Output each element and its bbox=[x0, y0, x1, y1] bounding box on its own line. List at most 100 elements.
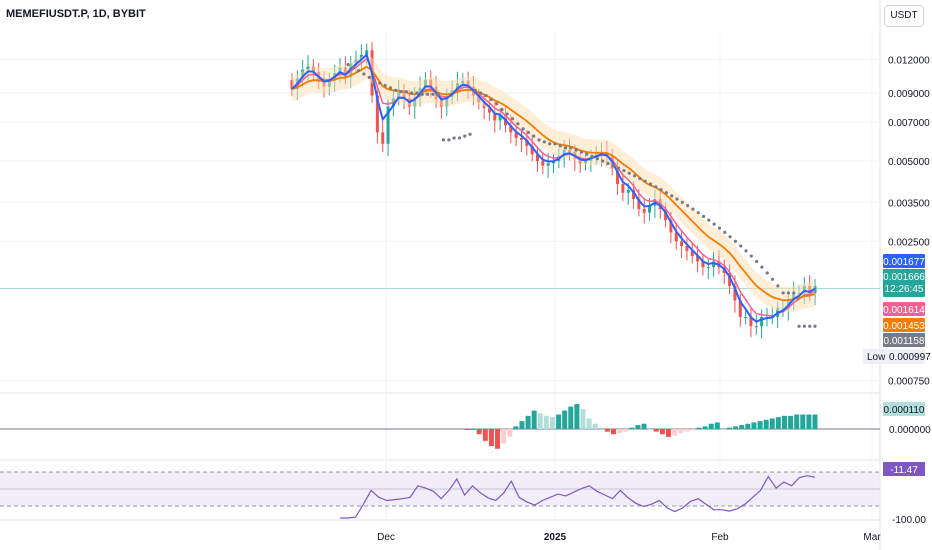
macd-bar bbox=[495, 429, 501, 449]
sar-dot bbox=[813, 324, 817, 328]
price-scale-label: 0.007000 bbox=[888, 118, 930, 129]
sar-dot bbox=[802, 324, 806, 328]
sar-dot bbox=[648, 182, 653, 186]
macd-bar bbox=[775, 417, 781, 429]
sar-dot bbox=[590, 154, 594, 159]
macd-bar bbox=[476, 429, 482, 435]
macd-bar bbox=[739, 425, 745, 429]
sar-dot bbox=[792, 291, 796, 295]
macd-bar bbox=[482, 429, 488, 441]
macd-bar bbox=[727, 427, 733, 429]
sar-dot bbox=[664, 191, 669, 195]
macd-bar bbox=[531, 410, 537, 429]
macd-bar bbox=[537, 413, 543, 429]
macd-bar bbox=[647, 429, 653, 430]
macd-bar bbox=[556, 414, 562, 429]
rsi-line bbox=[340, 475, 816, 519]
candle-body bbox=[685, 245, 689, 251]
macd-bar bbox=[751, 422, 757, 429]
candle-body bbox=[498, 115, 502, 121]
macd-bar bbox=[629, 427, 635, 429]
sar-dot bbox=[744, 249, 748, 253]
orange-ma-line bbox=[291, 65, 816, 302]
macd-bar bbox=[513, 426, 519, 429]
candle-body bbox=[701, 261, 705, 268]
price-scale-label: 0.003500 bbox=[888, 198, 930, 209]
macd-bar bbox=[714, 422, 720, 429]
time-axis-label: Mar bbox=[863, 532, 881, 543]
blue-price-tag-text: 0.001677 bbox=[883, 257, 925, 268]
sar-dot bbox=[404, 90, 408, 94]
currency-selector[interactable]: USDT bbox=[884, 5, 924, 27]
macd-tag-bg bbox=[883, 402, 925, 416]
macd-bar bbox=[470, 429, 476, 430]
macd-bar bbox=[519, 421, 525, 429]
rsi-value-tag: -11.47 bbox=[890, 465, 918, 476]
candle-body bbox=[674, 232, 678, 242]
rsi-tag-bg bbox=[883, 462, 925, 476]
sar-dot bbox=[420, 92, 424, 96]
candle-body bbox=[306, 66, 310, 70]
sar-dot bbox=[723, 230, 727, 234]
low-marker bbox=[863, 349, 925, 364]
time-axis-label: 2025 bbox=[544, 532, 567, 543]
macd-bar bbox=[794, 414, 800, 429]
macd-bar bbox=[543, 415, 549, 429]
macd-bar bbox=[720, 429, 726, 430]
sar-dot bbox=[410, 91, 414, 95]
macd-bar bbox=[549, 417, 555, 429]
sar-dot bbox=[611, 164, 615, 168]
sar-dot bbox=[670, 194, 674, 198]
sar-dot bbox=[542, 140, 546, 144]
sar-dot bbox=[452, 136, 456, 140]
sar-dot bbox=[765, 271, 769, 275]
candle-body bbox=[386, 106, 390, 144]
sar-dot bbox=[717, 226, 722, 230]
macd-bar bbox=[501, 429, 507, 444]
candle-body bbox=[541, 160, 545, 166]
macd-bar bbox=[525, 415, 531, 429]
gray-price-tag bbox=[883, 333, 925, 347]
sar-dot bbox=[367, 75, 371, 79]
sar-dot bbox=[696, 211, 700, 215]
sar-dot bbox=[654, 185, 658, 189]
macd-bar bbox=[708, 423, 714, 429]
sar-dot bbox=[510, 117, 515, 121]
low-marker-bg bbox=[863, 349, 925, 364]
macd-bar bbox=[690, 429, 696, 431]
sar-dot bbox=[617, 166, 621, 170]
sar-dot bbox=[659, 188, 663, 192]
macd-bar bbox=[781, 415, 787, 429]
sar-dot bbox=[760, 265, 764, 269]
macd-bar bbox=[702, 426, 708, 429]
pink-price-tag-bg bbox=[883, 302, 925, 316]
sar-dot bbox=[399, 90, 403, 94]
blue-price-tag-bg bbox=[883, 254, 925, 268]
macd-bar bbox=[592, 423, 598, 429]
candle-body bbox=[738, 300, 742, 317]
sar-dot bbox=[638, 176, 642, 181]
candle-body bbox=[760, 316, 764, 327]
candle-body bbox=[525, 139, 529, 146]
sar-dot bbox=[749, 254, 753, 258]
pink-ma-line bbox=[291, 57, 816, 317]
sar-dot bbox=[632, 174, 637, 178]
sar-dot bbox=[569, 146, 573, 150]
macd-bar bbox=[611, 429, 617, 435]
sar-dot bbox=[579, 150, 584, 154]
candle-body bbox=[365, 50, 369, 55]
candle-body bbox=[733, 285, 737, 301]
sar-dot bbox=[526, 130, 531, 135]
macd-bar bbox=[665, 429, 671, 437]
price-scale-label: 0.009000 bbox=[888, 89, 930, 100]
macd-bar bbox=[617, 429, 623, 433]
low-value: 0.000997 bbox=[889, 352, 931, 363]
sar-dot bbox=[622, 169, 626, 173]
sar-dot bbox=[378, 81, 382, 85]
time-axis-label: Feb bbox=[711, 532, 729, 543]
sar-dot bbox=[447, 138, 451, 142]
macd-bar bbox=[745, 423, 751, 429]
sar-dot bbox=[601, 159, 605, 163]
macd-bar bbox=[586, 418, 592, 429]
